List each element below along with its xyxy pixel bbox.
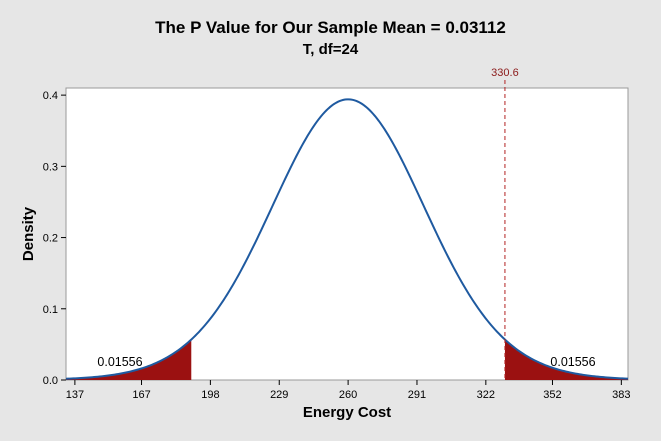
- plot-area: [65, 87, 629, 381]
- y-tick-label-3: 0.3: [43, 161, 58, 173]
- chart-title: The P Value for Our Sample Mean = 0.0311…: [155, 18, 506, 37]
- shaded-tail-left: [66, 339, 192, 380]
- y-axis-title: Density: [20, 206, 37, 261]
- y-tick-label-2: 0.2: [43, 233, 58, 245]
- x-axis-title: Energy Cost: [303, 404, 391, 421]
- x-tick-label-260: 260: [339, 389, 357, 401]
- chart-marks: 330.6 0.01556 0.01556 137 167 198 229 260 291 322…: [43, 67, 631, 401]
- x-tick-label-383: 383: [612, 389, 630, 401]
- density-curve: [65, 98, 629, 380]
- left-tail-area-label: 0.01556: [97, 355, 142, 369]
- x-tick-label-167: 167: [132, 389, 150, 401]
- y-tick-label-0: 0.0: [43, 375, 58, 387]
- y-tick-label-1: 0.1: [43, 304, 58, 316]
- x-tick-label-198: 198: [201, 389, 219, 401]
- x-tick-label-291: 291: [408, 389, 426, 401]
- right-tail-area-label: 0.01556: [550, 355, 595, 369]
- x-tick-label-229: 229: [270, 389, 288, 401]
- chart-subtitle: T, df=24: [302, 41, 359, 58]
- y-tick-label-4: 0.4: [43, 90, 58, 102]
- x-tick-label-322: 322: [477, 389, 495, 401]
- reference-line-label: 330.6: [491, 67, 519, 79]
- x-tick-label-352: 352: [543, 389, 561, 401]
- x-tick-label-137: 137: [66, 389, 84, 401]
- shaded-tail-right: [504, 339, 628, 380]
